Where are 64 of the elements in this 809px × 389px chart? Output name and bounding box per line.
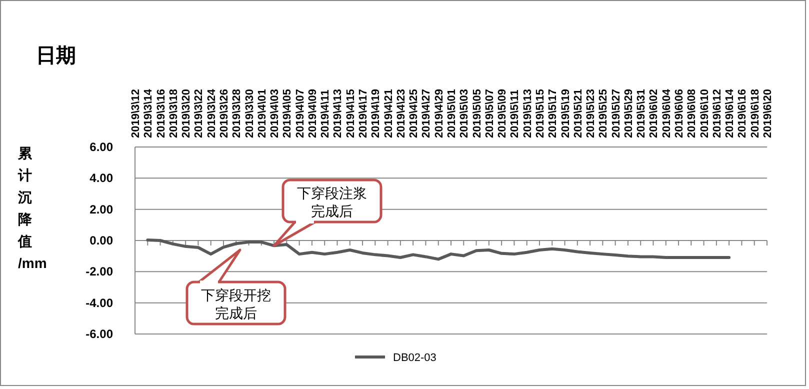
annotation: 下穿段注浆完成后 [297,185,367,219]
x-tick-label: 2019\4\03 [269,89,282,138]
x-axis-title: 日期 [36,45,76,67]
x-tick-label: 2019\4\17 [358,89,370,138]
x-tick-label: 2019\6\06 [674,89,686,138]
x-tick-label: 2019\5\13 [522,89,534,138]
annotation: 下穿段开挖完成后 [201,287,271,321]
x-tick-label: 2019\4\15 [344,89,357,138]
x-tick-label: 2019\4\07 [294,89,306,138]
x-tick-label: 2019\5\25 [598,89,610,138]
x-tick-label: 2019\3\28 [231,89,244,138]
y-tick-label: 6.00 [90,140,114,154]
x-tick-label: 2019\6\04 [660,88,673,138]
x-tick-label: 2019\4\01 [256,89,268,138]
x-tick-label: 2019\4\27 [420,89,433,138]
y-tick-label: 4.00 [90,171,114,186]
x-tick-label: 2019\3\24 [206,88,218,138]
x-tick-label: 2019\5\11 [509,90,522,138]
x-tick-label: 2019\4\25 [408,89,420,138]
x-tick-label: 2019\6\08 [686,89,698,138]
x-tick-label: 2019\4\23 [395,89,408,138]
x-tick-label: 2019\3\14 [142,88,155,138]
x-tick-label: 2019\5\05 [471,89,484,138]
x-tick-label: 2019\6\20 [762,89,774,138]
x-tick-label: 2019\3\16 [155,89,168,138]
x-tick-label: 2019\3\12 [130,89,142,138]
x-tick-label: 2019\5\07 [484,89,496,138]
x-tick-label: 2019\4\29 [433,89,446,138]
x-tick-label: 2019\6\02 [648,89,660,138]
line-series [146,238,731,261]
x-tick-label: 2019\5\09 [496,89,509,138]
x-tick-label: 2019\6\10 [698,89,711,138]
x-tick-label: 2019\6\18 [749,89,762,138]
y-tick-label: 0.00 [90,234,114,248]
x-tick-label: 2019\6\14 [724,88,736,138]
y-tick-label: -6.00 [86,327,114,341]
x-tick-label: 2019\3\18 [168,89,180,138]
x-tick-label: 2019\4\19 [370,89,382,138]
y-tick-label: 2.00 [90,202,114,216]
x-tick-label: 2019\5\23 [585,89,598,138]
x-tick-label: 2019\5\17 [547,89,560,138]
x-tick-label: 2019\5\29 [622,89,635,138]
x-tick-label: 2019\3\30 [244,89,256,138]
x-tick-label: 2019\3\26 [218,89,230,138]
x-tick-label: 2019\6\16 [736,89,749,138]
x-tick-label: 2019\3\20 [180,89,193,138]
x-tick-label: 2019\5\21 [572,89,584,138]
x-tick-label: 2019\4\05 [282,89,294,138]
x-tick-label: 2019\6\12 [711,89,724,138]
x-tick-label: 2019\5\15 [534,89,546,138]
x-tick-label: 2019\5\19 [560,89,572,138]
x-tick-label: 2019\5\03 [458,89,471,138]
x-tick-label: 2019\4\11 [320,90,332,138]
legend-label: DB02-03 [393,352,436,364]
x-tick-label: 2019\5\27 [610,89,622,138]
y-tick-label: -2.00 [86,264,114,279]
x-tick-label: 2019\4\13 [332,89,344,138]
x-tick-label: 2019\5\01 [446,89,458,138]
x-tick-label: 2019\5\31 [636,89,648,138]
y-tick-label: -4.00 [86,296,114,310]
x-tick-label: 2019\3\22 [193,89,206,138]
y-axis-title: 累计沉降值/mm [17,145,47,271]
x-tick-label: 2019\4\09 [306,89,319,138]
x-tick-label: 2019\4\21 [382,89,395,138]
